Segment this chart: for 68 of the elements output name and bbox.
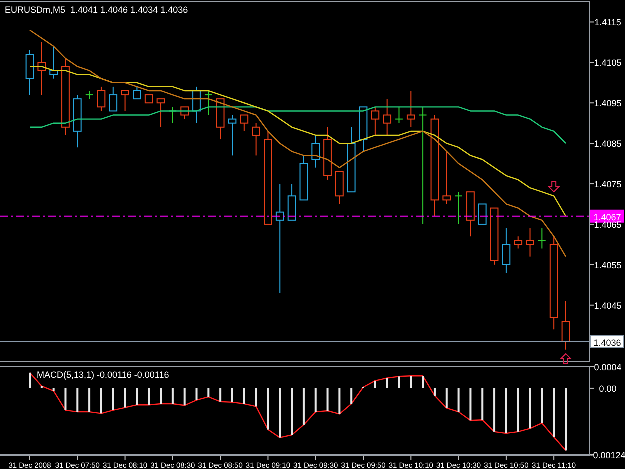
bar xyxy=(52,388,55,392)
bar xyxy=(517,388,520,432)
bar xyxy=(446,388,448,408)
bar xyxy=(148,388,150,406)
bar xyxy=(136,388,138,406)
bar xyxy=(220,388,222,402)
line-series xyxy=(29,372,567,452)
bar xyxy=(338,388,341,414)
bar xyxy=(124,388,126,408)
candlestick xyxy=(38,42,46,96)
bar xyxy=(565,388,567,451)
y-tick-label: 1.4075 xyxy=(594,180,622,190)
bar xyxy=(231,388,234,402)
bar xyxy=(350,388,353,404)
y-tick-label: 1.4055 xyxy=(594,260,622,270)
bar xyxy=(196,388,198,400)
bar xyxy=(326,388,329,411)
candlestick xyxy=(406,90,416,128)
bar xyxy=(255,388,258,407)
bar xyxy=(29,372,31,388)
bar xyxy=(88,388,91,412)
y-tick-label: 1.4115 xyxy=(594,18,622,28)
y-tick-label: 0.0004 xyxy=(594,362,622,372)
bar xyxy=(553,388,556,438)
candlestick xyxy=(562,300,570,350)
bar xyxy=(374,380,376,388)
candlestick xyxy=(502,228,511,274)
y-tick-label: 1.4065 xyxy=(594,220,622,230)
ref-line-label: 1.4067 xyxy=(594,212,622,222)
bar xyxy=(112,388,114,410)
bar xyxy=(64,388,67,410)
y-tick-label: 1.4105 xyxy=(594,58,622,68)
bar xyxy=(529,388,532,429)
y-tick-label: 1.4085 xyxy=(594,139,622,150)
chart-title: EURUSDm,M5 1.4041 1.4046 1.4034 1.4036 xyxy=(5,5,188,15)
line-series xyxy=(29,30,567,258)
bar xyxy=(434,388,436,396)
bar xyxy=(100,388,102,414)
bar xyxy=(279,388,282,438)
bar xyxy=(470,388,472,421)
bar xyxy=(494,388,496,432)
bar xyxy=(267,388,270,430)
y-tick-label: 1.4045 xyxy=(594,300,622,311)
candlestick xyxy=(276,184,284,294)
bar xyxy=(291,388,294,436)
bar xyxy=(410,376,412,388)
bar xyxy=(160,388,162,404)
bar xyxy=(76,388,79,412)
chart-title: MACD(5,13,1) -0.00116 -0.00116 xyxy=(37,370,170,380)
y-tick-label: 1.4095 xyxy=(594,98,622,109)
bar xyxy=(208,388,210,398)
bar xyxy=(505,388,508,434)
bar xyxy=(184,388,186,406)
bar xyxy=(458,388,460,412)
ref-line-label: 1.4036 xyxy=(594,338,622,348)
bar xyxy=(422,376,424,388)
candlestick xyxy=(538,228,546,250)
bar xyxy=(541,388,544,424)
bar xyxy=(302,388,305,425)
bar xyxy=(172,388,174,404)
bar xyxy=(482,388,484,420)
bar xyxy=(398,376,400,388)
bar xyxy=(243,388,246,404)
bar xyxy=(314,388,317,412)
y-tick-label: 0.00 xyxy=(599,384,617,394)
candlestick xyxy=(383,98,392,136)
candlestick xyxy=(526,228,534,258)
bar xyxy=(386,378,388,388)
